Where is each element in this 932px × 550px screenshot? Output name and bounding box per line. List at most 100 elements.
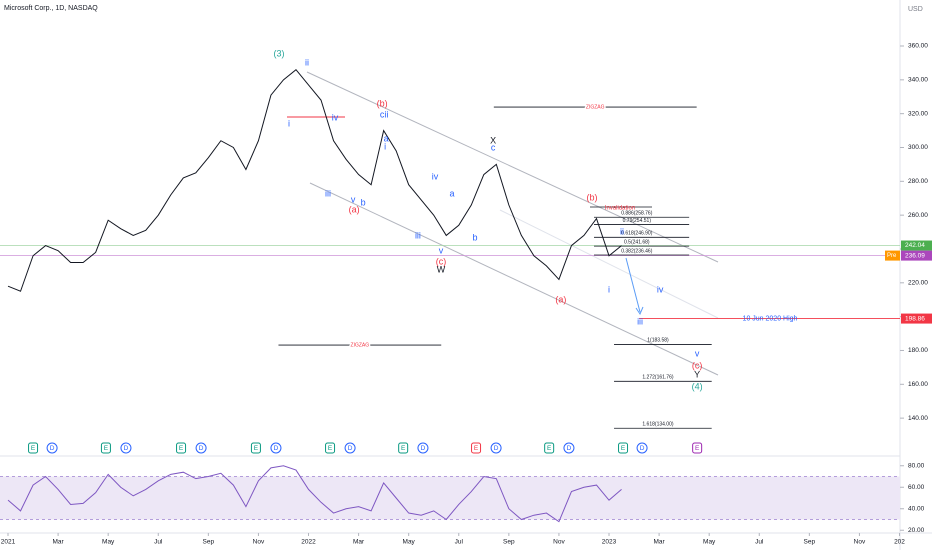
zigzag-label: ZIGZAG [586, 104, 605, 110]
event-icon [692, 442, 703, 454]
currency: USD [908, 6, 923, 13]
event-label: D [494, 445, 499, 452]
wave-label: (a) [349, 204, 360, 214]
event-label: E [547, 445, 552, 452]
wave-label: iii [325, 188, 331, 198]
wave-label: b [473, 232, 478, 242]
wave-label: Y [694, 370, 700, 380]
event-icon [270, 442, 282, 454]
event-icon [563, 442, 575, 454]
wave-label: iv [432, 171, 439, 181]
y-tick-label: 220.00 [908, 280, 928, 287]
x-tick-label: Nov [854, 539, 866, 546]
price-tag-label: 242.04 [905, 242, 925, 249]
x-tick-label: Mar [52, 539, 64, 546]
event-label: D [124, 445, 129, 452]
invalidation-label: Invalidation [605, 206, 635, 212]
wave-label: iii [637, 316, 643, 326]
y-tick-label: 260.00 [908, 212, 928, 219]
y-tick-label: 140.00 [908, 415, 928, 422]
price-tag [901, 240, 932, 251]
zigzag-label: ZIGZAG [351, 342, 370, 348]
rsi-line [7, 465, 622, 523]
chart-title: Microsoft Corp., 1D, NASDAQ [4, 5, 98, 12]
event-label: E [31, 445, 36, 452]
fib-label: 1(183.58) [647, 338, 669, 344]
fib-label: 1.618(134.00) [642, 422, 673, 428]
arrow-head [635, 306, 644, 316]
fib-label: 0.886(258.76) [621, 211, 652, 217]
wave-label: b [361, 197, 366, 207]
price-tag-label: 198.86 [905, 315, 925, 322]
y-tick-label: 280.00 [908, 178, 928, 185]
x-tick-label: Jul [455, 539, 464, 546]
wave-label: (3) [273, 48, 284, 58]
rsi-tick-label: 40.00 [908, 505, 925, 512]
pre-tag [885, 250, 900, 261]
price-tag-label: 236.09 [905, 252, 925, 259]
x-tick-label: 2022 [301, 539, 316, 546]
event-label: E [474, 445, 479, 452]
rsi-band [0, 476, 900, 520]
wave-label: X [490, 135, 496, 145]
wave-label: cii [380, 109, 389, 119]
wave-label: W [437, 264, 446, 274]
wave-label: iv [657, 284, 664, 294]
event-label: E [104, 445, 109, 452]
y-tick-label: 160.00 [908, 381, 928, 388]
event-label: D [640, 445, 645, 452]
rsi-tick-label: 60.00 [908, 484, 925, 491]
event-icon [417, 442, 429, 454]
event-icon [46, 442, 58, 454]
event-label: E [328, 445, 333, 452]
x-tick-label: Jul [755, 539, 764, 546]
x-tick-label: Mar [353, 539, 365, 546]
y-tick-label: 300.00 [908, 144, 928, 151]
wave-label: iv [332, 112, 339, 122]
wave-label: ii [620, 226, 624, 236]
x-tick-label: May [403, 539, 416, 546]
event-icon [471, 442, 482, 454]
x-tick-label: 2023 [602, 539, 617, 546]
wave-label: i [288, 118, 290, 128]
fib-label: 0.618(246.90) [621, 231, 652, 237]
y-tick-label: 320.00 [908, 110, 928, 117]
price-tag [901, 250, 932, 261]
fib-label: 0.382(236.46) [621, 248, 652, 254]
wave-label: v [695, 348, 700, 358]
event-label: D [274, 445, 279, 452]
pre-label: Pre [887, 253, 897, 259]
x-tick-label: Jul [154, 539, 163, 546]
event-label: E [621, 445, 626, 452]
event-label: E [254, 445, 259, 452]
x-tick-label: Sep [503, 539, 515, 546]
event-icon [636, 442, 648, 454]
x-tick-label: Nov [253, 539, 265, 546]
x-tick-label: Sep [804, 539, 816, 546]
channel-upper [306, 71, 719, 263]
x-tick-label: May [102, 539, 115, 546]
wave-label: c [491, 142, 496, 152]
channel-mid [499, 209, 719, 319]
event-icon [544, 442, 555, 454]
y-tick-label: 360.00 [908, 43, 928, 50]
wave-label: (4) [692, 382, 703, 392]
event-icon [325, 442, 336, 454]
rsi-tick-label: 20.00 [908, 527, 925, 534]
wave-label: (c) [692, 360, 703, 370]
wave-label: a [449, 188, 454, 198]
wave-label: (c) [436, 256, 447, 266]
event-icon [176, 442, 187, 454]
wave-label: (b) [586, 192, 597, 202]
event-label: D [199, 445, 204, 452]
wave-label: i [384, 141, 386, 151]
event-icon [618, 442, 629, 454]
x-tick-label: Nov [553, 539, 565, 546]
x-tick-label: Mar [653, 539, 665, 546]
event-icon [100, 442, 111, 454]
price-note: 10 Jun 2020 High [743, 315, 798, 322]
event-icon [490, 442, 502, 454]
fib-label: 0.79(254.51) [623, 218, 652, 224]
